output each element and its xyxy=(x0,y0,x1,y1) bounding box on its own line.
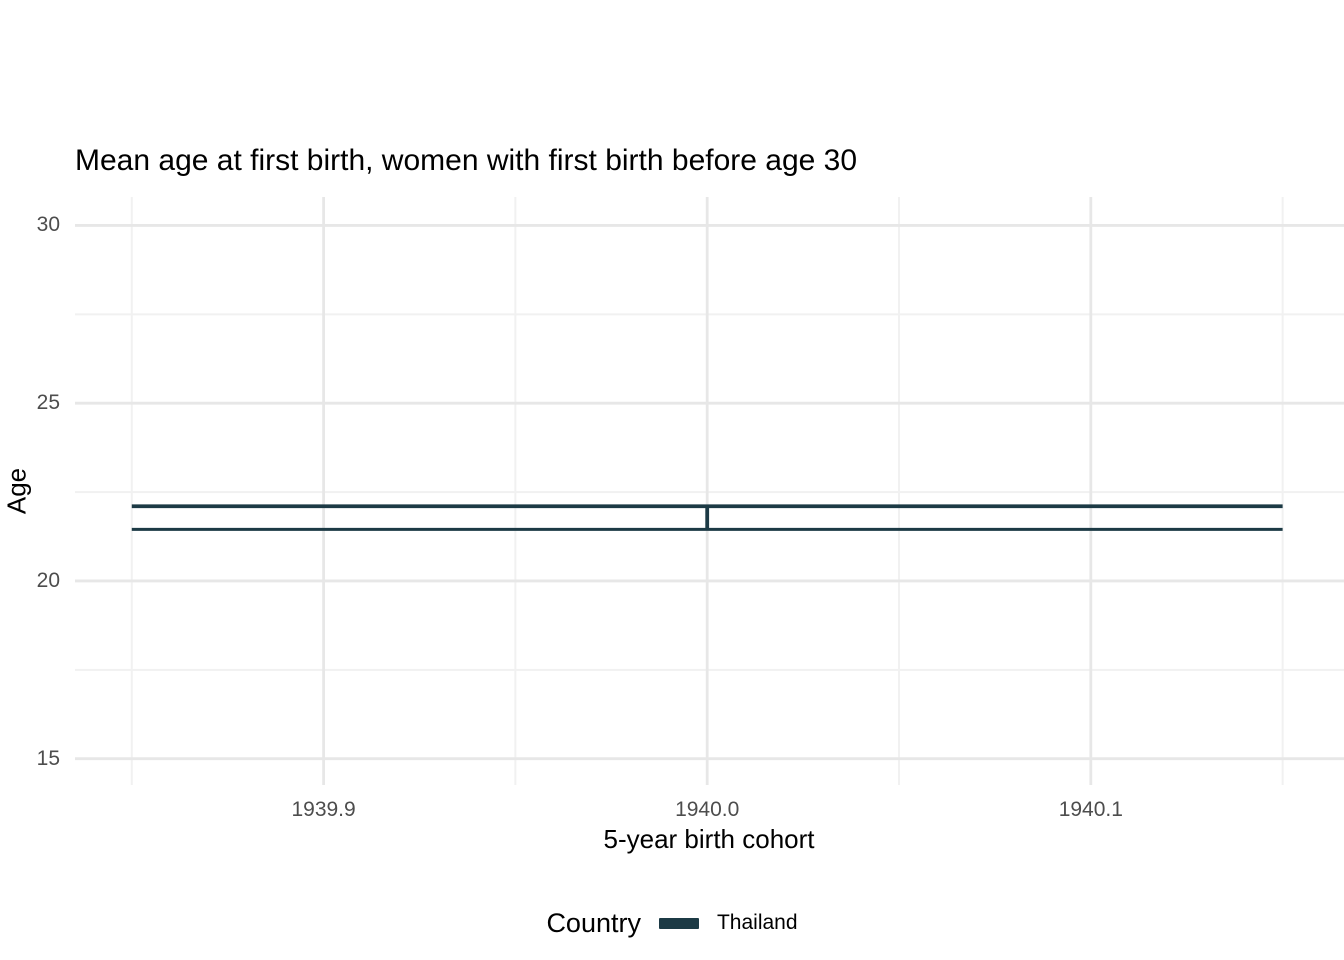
legend-label-thailand: Thailand xyxy=(716,911,798,934)
y-axis-title: Age xyxy=(1,467,32,515)
y-tick-label-30: 30 xyxy=(36,213,60,237)
legend: Country Thailand xyxy=(0,903,1344,943)
x-tick-label-1940.0: 1940.0 xyxy=(675,798,740,821)
y-tick-label-20: 20 xyxy=(36,568,60,592)
x-tick-label-1939.9: 1939.9 xyxy=(291,798,356,821)
legend-title: Country xyxy=(546,907,641,938)
plot-area-svg xyxy=(75,197,1344,785)
y-tick-label-15: 15 xyxy=(36,746,60,770)
x-axis-title: 5-year birth cohort xyxy=(603,824,815,854)
y-tick-label-25: 25 xyxy=(36,391,60,415)
x-tick-label-1940.1: 1940.1 xyxy=(1058,798,1123,821)
plot-panel xyxy=(75,197,1344,785)
plot-title: Mean age at first birth, women with firs… xyxy=(75,144,858,177)
legend-swatch-thailand xyxy=(658,917,699,929)
